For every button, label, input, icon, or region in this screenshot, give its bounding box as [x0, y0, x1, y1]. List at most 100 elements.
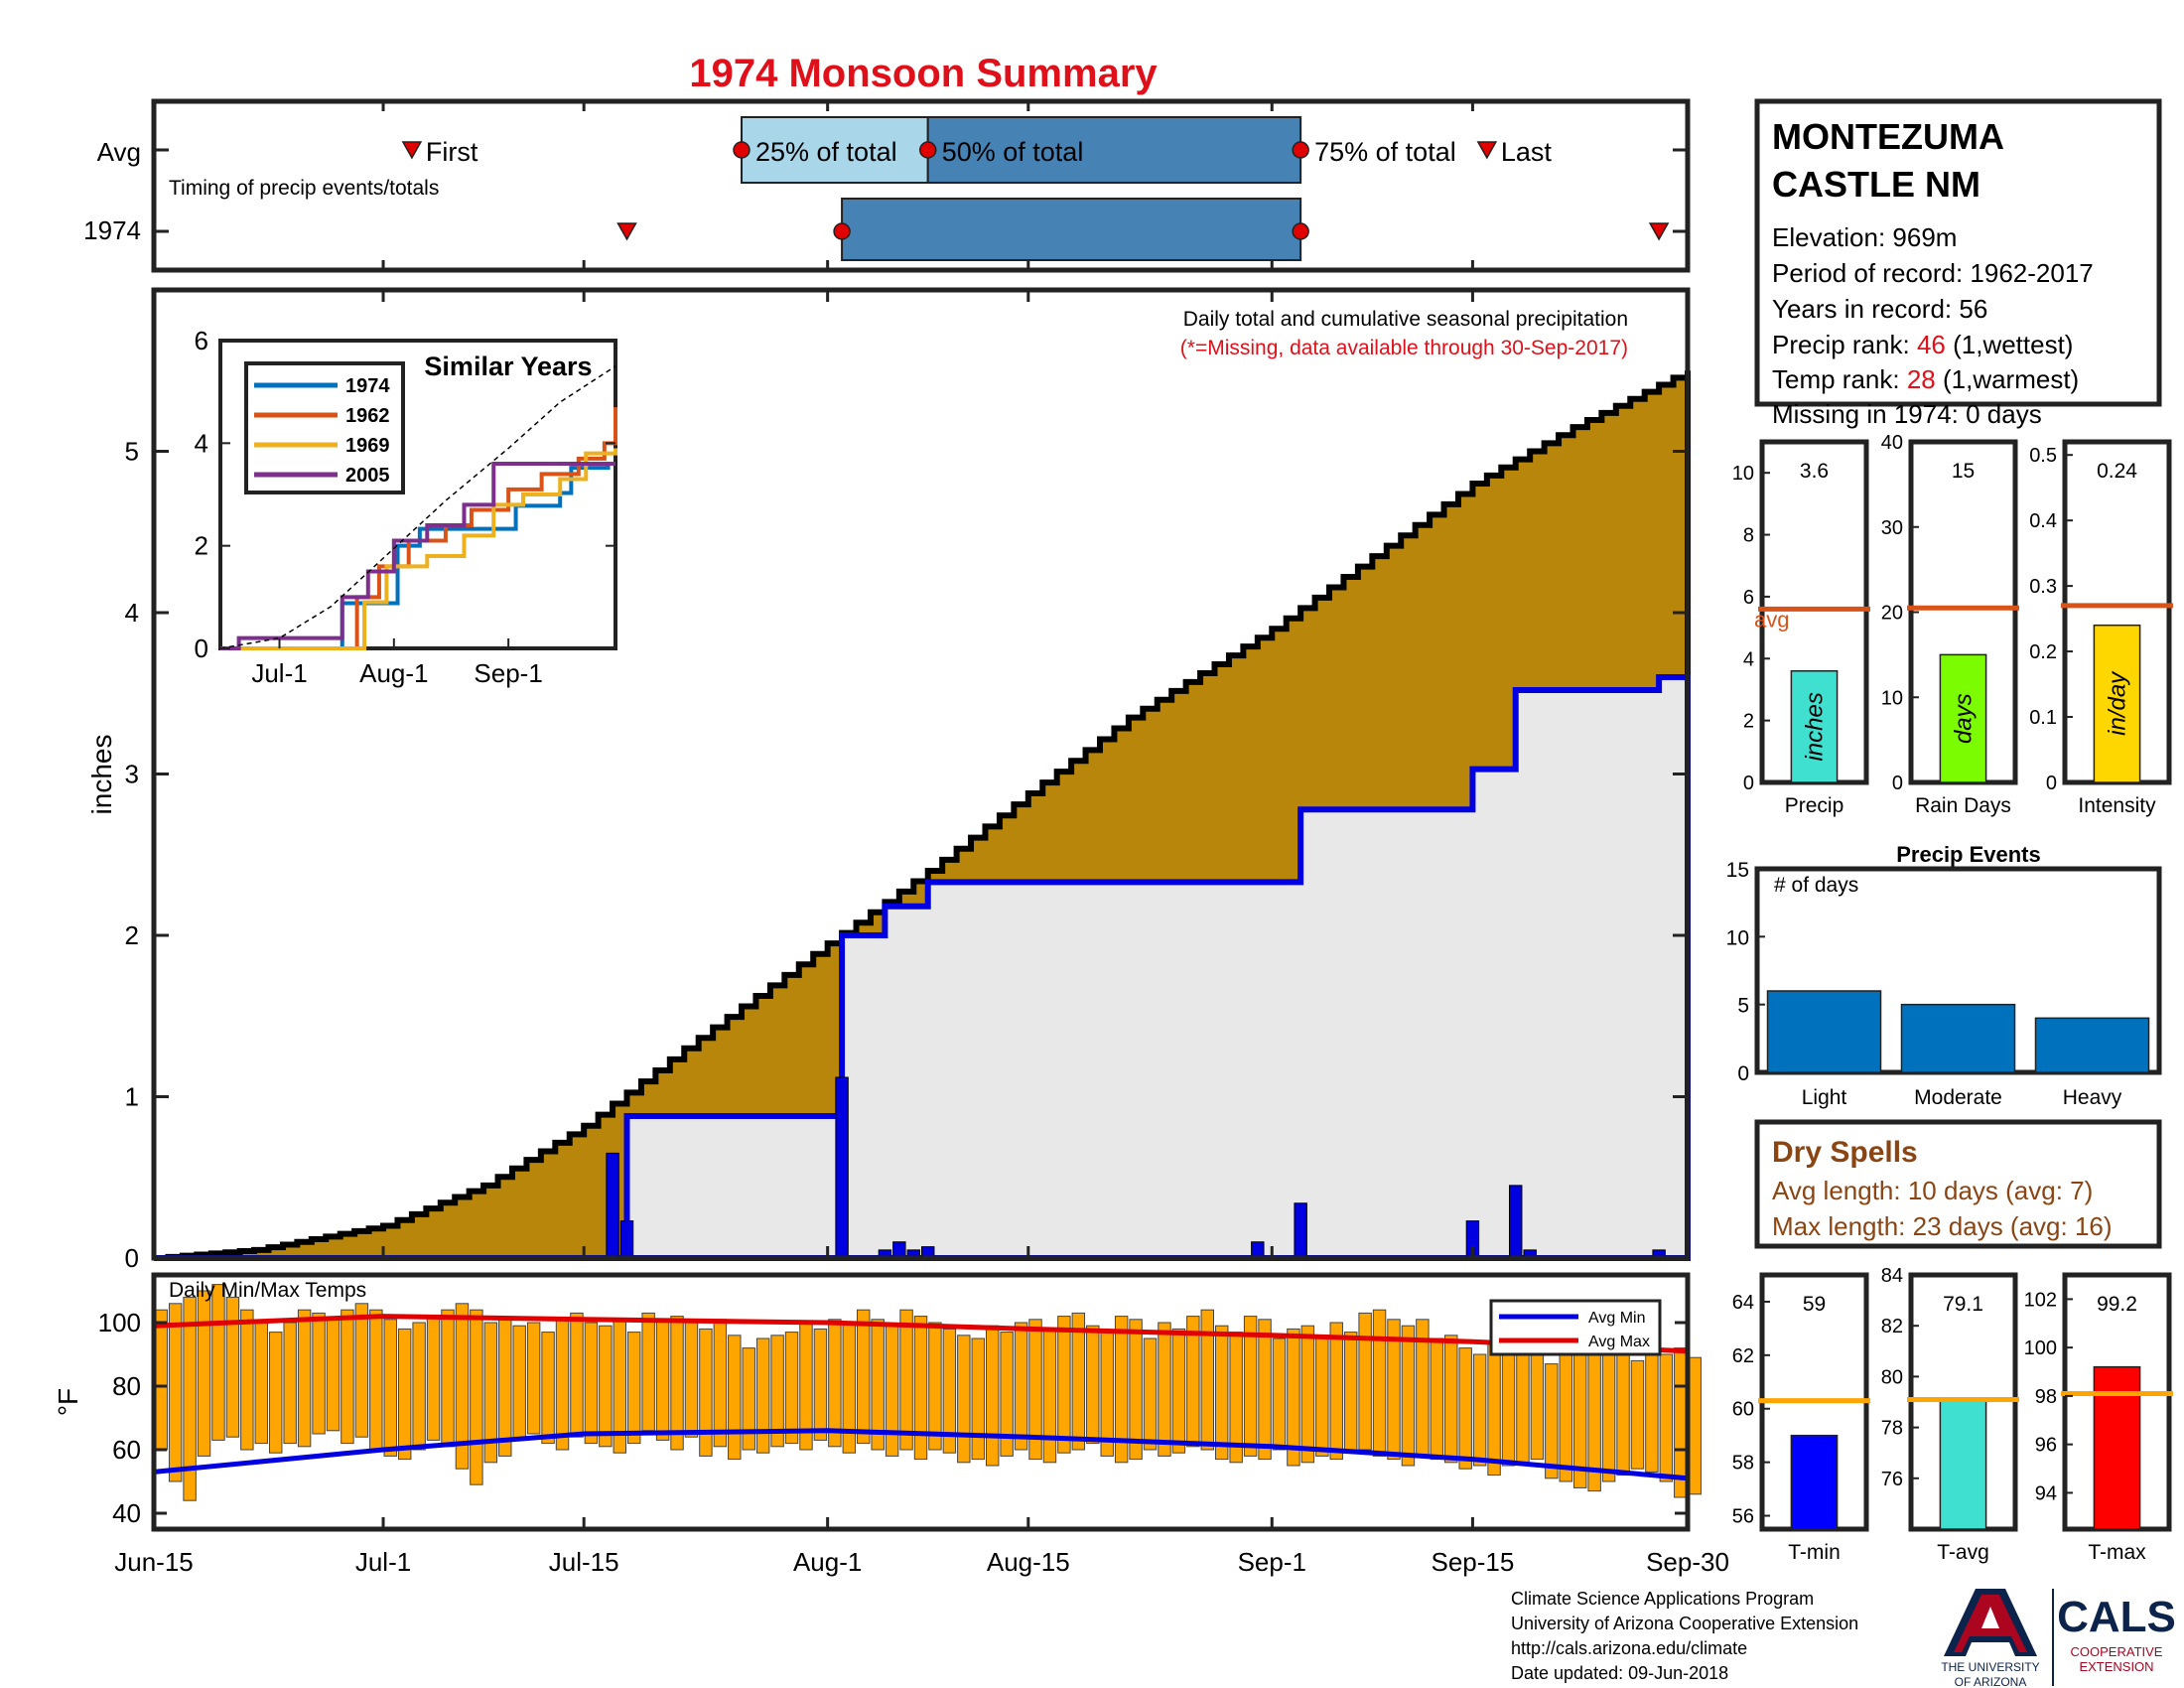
station-elevation: Elevation: 969m: [1772, 222, 1957, 252]
daily-temp-bar: [570, 1312, 584, 1438]
station-years: Years in record: 56: [1772, 294, 1987, 324]
temp-y-tick-label: 100: [98, 1308, 141, 1337]
events-bar: [1900, 1003, 2016, 1073]
daily-temp-bar: [1387, 1319, 1401, 1461]
figure-title: 1974 Monsoon Summary: [689, 52, 1158, 95]
inset-legend-label: 2005: [345, 465, 390, 487]
daily-temp-range-bars: [154, 1284, 1702, 1501]
year-50-marker: [833, 222, 851, 240]
daily-temp-bar: [1086, 1325, 1100, 1445]
small-tmin-y-tick-label: 56: [1732, 1506, 1754, 1528]
daily-temp-bar: [1028, 1319, 1042, 1461]
daily-temp-bar: [1158, 1322, 1171, 1457]
daily-temp-bar: [341, 1309, 354, 1445]
small-tavg-label: T-avg: [1937, 1541, 1989, 1564]
daily-temp-bar: [312, 1312, 326, 1435]
inset-y-tick-label: 6: [195, 326, 208, 355]
daily-temp-bar: [1000, 1332, 1014, 1457]
avg-first-marker: [401, 141, 423, 160]
events-title: Precip Events: [1896, 842, 2041, 867]
daily-temp-bar: [1545, 1363, 1559, 1479]
events-y-tick-label: 15: [1726, 859, 1749, 882]
daily-temp-bar: [154, 1309, 168, 1451]
x-tick-label: Sep-30: [1646, 1547, 1729, 1577]
similar-years-inset: 0 2 4 6 Jul-1 Aug-1 Sep-1 Similar Years 1974 19…: [195, 326, 617, 688]
daily-temp-bar: [1186, 1316, 1200, 1448]
daily-precip-bar: [1294, 1202, 1307, 1259]
small-precip-chart: 0 2 4 6 8 10 3.6 Precip inches avg: [1732, 439, 1870, 817]
missing-note: (*=Missing, data available through 30-Se…: [1180, 337, 1628, 359]
events-x-label: Light: [1802, 1086, 1847, 1109]
small-precip-y-tick-label: 10: [1732, 463, 1754, 485]
footer-credits: Climate Science Applications Program Uni…: [1511, 1589, 1858, 1683]
small-tmin-y-tick-label: 62: [1732, 1345, 1754, 1367]
daily-temp-bar: [942, 1328, 957, 1454]
daily-temp-bar: [326, 1319, 341, 1432]
daily-temp-bar: [871, 1319, 885, 1451]
temps-panel: 40 60 80 100 Daily Min/Max Temps °F Avg Min…: [53, 1272, 1729, 1577]
small-raindays-label: Rain Days: [1915, 794, 2011, 817]
daily-temp-bar: [828, 1319, 842, 1448]
main-y-tick-label: 0: [125, 1243, 139, 1273]
daily-temp-bar: [383, 1319, 397, 1457]
daily-temp-bar: [1487, 1340, 1501, 1477]
small-intensity-y-tick-label: 0.2: [2029, 641, 2057, 663]
station-info-box: MONTEZUMA CASTLE NM Elevation: 969m Peri…: [1754, 98, 2162, 429]
daily-temp-bar: [1171, 1328, 1186, 1454]
daily-temp-bar: [1071, 1312, 1086, 1451]
dry-spells-box: Dry Spells Avg length: 10 days (avg: 7) …: [1754, 1119, 2162, 1249]
daily-temp-bar: [1372, 1309, 1387, 1457]
daily-temp-bar: [1601, 1343, 1616, 1482]
daily-temp-bar: [1114, 1316, 1129, 1464]
daily-temp-bar: [1559, 1353, 1572, 1482]
daily-temp-bar: [354, 1303, 369, 1438]
daily-temp-bar: [813, 1328, 828, 1441]
footer-line-4: Date updated: 09-Jun-2018: [1511, 1663, 1728, 1683]
temps-label: Daily Min/Max Temps: [169, 1279, 366, 1302]
daily-temp-bar: [1258, 1319, 1272, 1461]
events-x-label: Moderate: [1914, 1086, 2002, 1109]
station-period: Period of record: 1962-2017: [1772, 258, 2094, 288]
small-tmax-y-tick-label: 98: [2035, 1386, 2057, 1408]
dry-spells-title: Dry Spells: [1772, 1136, 1918, 1169]
daily-temp-bar: [168, 1303, 183, 1482]
daily-temp-bar: [1358, 1312, 1372, 1451]
year-first-marker: [616, 222, 637, 241]
small-raindays-y-tick-label: 10: [1881, 687, 1903, 709]
daily-temp-bar: [498, 1319, 512, 1457]
inset-y-tick-label: 4: [195, 428, 208, 458]
station-name-line2: CASTLE NM: [1772, 164, 1980, 205]
daily-temp-bar: [1300, 1325, 1315, 1464]
small-raindays-bar: [1939, 653, 1987, 783]
events-y-tick-label: 0: [1737, 1062, 1749, 1085]
avg-50-marker: [918, 141, 937, 159]
small-raindays-chart: 0 10 20 30 40 15 Rain Days days: [1881, 432, 2019, 817]
small-precip-y-tick-label: 8: [1743, 525, 1754, 547]
daily-temp-bar: [784, 1332, 799, 1445]
avg-min-line: [153, 1428, 1689, 1481]
dry-avg-length: Avg length: 10 days (avg: 7): [1772, 1176, 2093, 1205]
year-last-marker: [1648, 222, 1670, 241]
avg-50-75-box: [926, 116, 1302, 184]
main-precip-panel: 0 1 2 3 4 5 inches Daily total and cumulative…: [86, 287, 1691, 1273]
small-precip-unit: inches: [1802, 692, 1829, 761]
daily-temp-bar: [755, 1337, 770, 1454]
daily-precip-bars: [606, 1076, 1666, 1259]
avg-last-marker: [1476, 141, 1498, 160]
inset-legend-label: 1974: [345, 375, 390, 397]
x-tick-label: Aug-1: [793, 1547, 862, 1577]
daily-temp-bar: [957, 1335, 971, 1464]
daily-temp-bar: [412, 1322, 426, 1451]
daily-temp-bar: [699, 1328, 713, 1457]
small-precip-y-tick-label: 4: [1743, 648, 1754, 670]
daily-temp-bar: [470, 1309, 483, 1485]
daily-temp-bar: [1014, 1322, 1028, 1451]
events-bar: [1766, 990, 1882, 1073]
small-precip-y-tick-label: 6: [1743, 587, 1754, 609]
small-tmax-y-tick-label: 100: [2024, 1337, 2057, 1359]
small-precip-y-tick-label: 2: [1743, 711, 1754, 733]
daily-precip-bar: [1509, 1185, 1523, 1259]
daily-temp-bar: [655, 1319, 670, 1441]
small-raindays-y-tick-label: 0: [1892, 773, 1903, 794]
